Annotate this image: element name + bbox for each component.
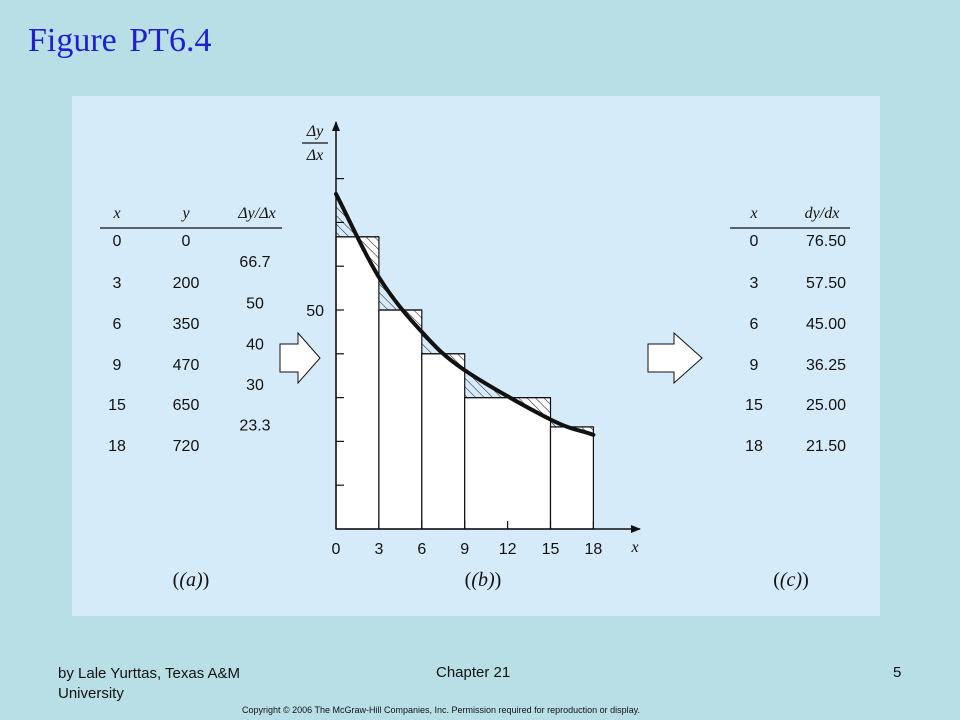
table-a-cell-y: 350 bbox=[173, 316, 200, 333]
x-tick-label: 3 bbox=[374, 541, 383, 558]
label-c: ((c)) bbox=[773, 569, 809, 591]
x-axis-label: x bbox=[630, 539, 638, 556]
y-tick-label: 50 bbox=[306, 303, 324, 320]
table-a-cell-y: 470 bbox=[173, 357, 200, 374]
table-a-cell-x: 6 bbox=[113, 316, 122, 333]
bar bbox=[464, 397, 552, 530]
table-c-cell-x: 6 bbox=[750, 316, 759, 333]
footer-page-number: 5 bbox=[893, 664, 902, 681]
plot-tick-labels: 0 3 6 9 12 15 18 50 bbox=[306, 303, 602, 558]
footer-copyright: Copyright © 2006 The McGraw-Hill Compani… bbox=[242, 705, 640, 715]
table-a-cell-x: 3 bbox=[113, 275, 122, 292]
table-c-cell-dydx: 25.00 bbox=[806, 397, 846, 414]
table-a-cell-x: 0 bbox=[113, 233, 122, 250]
table-c: x dy/dx 0 76.50 3 57.50 6 45.00 9 36.25 15 25.00 1… bbox=[730, 205, 850, 591]
table-a-header-diff: Δy/Δx bbox=[237, 205, 275, 222]
x-tick-label: 18 bbox=[585, 541, 603, 558]
table-c-cell-x: 9 bbox=[750, 357, 759, 374]
footer-author: by Lale Yurttas, Texas A&M University bbox=[58, 665, 241, 702]
table-a-header-y: y bbox=[180, 205, 190, 222]
table-a-cell-diff: 50 bbox=[246, 296, 264, 313]
table-a: x y Δy/Δx 0 0 3 200 6 350 9 470 15 650 18 720 66.7 50… bbox=[100, 205, 282, 591]
table-a-cell-x: 15 bbox=[108, 397, 126, 414]
table-a-cell-x: 9 bbox=[113, 357, 122, 374]
bar bbox=[378, 309, 423, 530]
table-c-header-dydx: dy/dx bbox=[805, 205, 840, 222]
table-a-cell-diff: 66.7 bbox=[239, 254, 270, 271]
table-c-cell-x: 18 bbox=[745, 438, 763, 455]
plot-ticks bbox=[336, 177, 595, 529]
table-a-header-x: x bbox=[112, 205, 120, 222]
slide-title: Figure PT6.4 bbox=[28, 22, 212, 59]
table-c-cell-dydx: 76.50 bbox=[806, 233, 846, 250]
table-c-cell-dydx: 21.50 bbox=[806, 438, 846, 455]
table-c-cell-x: 15 bbox=[745, 397, 763, 414]
table-a-cell-diff: 40 bbox=[246, 337, 264, 354]
x-tick-label: 0 bbox=[332, 541, 341, 558]
label-a: ((a)) bbox=[173, 569, 210, 591]
plot-b: 0 3 6 9 12 15 18 50 Δy Δx x ((b)) bbox=[302, 121, 641, 591]
table-a-cell-y: 720 bbox=[173, 438, 200, 455]
table-c-cell-dydx: 57.50 bbox=[806, 275, 846, 292]
x-tick-label: 6 bbox=[417, 541, 426, 558]
table-a-cell-y: 200 bbox=[173, 275, 200, 292]
y-axis-label-numerator: Δy bbox=[306, 123, 324, 140]
right-arrow-icon-right bbox=[647, 331, 703, 385]
bar bbox=[549, 426, 595, 530]
y-axis-label-denominator: Δx bbox=[306, 147, 324, 164]
table-a-cell-x: 18 bbox=[108, 438, 126, 455]
table-c-cell-dydx: 36.25 bbox=[806, 357, 846, 374]
derivative-curve bbox=[334, 191, 596, 437]
table-a-cell-y: 650 bbox=[173, 397, 200, 414]
x-tick-label: 12 bbox=[499, 541, 517, 558]
right-arrow-icon-left bbox=[279, 331, 321, 385]
table-a-cell-diff: 23.3 bbox=[239, 418, 270, 435]
table-c-cell-dydx: 45.00 bbox=[806, 316, 846, 333]
table-a-cell-y: 0 bbox=[182, 233, 191, 250]
footer-chapter: Chapter 21 bbox=[436, 664, 511, 681]
table-c-cell-x: 0 bbox=[750, 233, 759, 250]
x-tick-label: 15 bbox=[542, 541, 560, 558]
table-a-rows: 0 0 3 200 6 350 9 470 15 650 18 720 66.7 50 40 30 23.3 bbox=[108, 233, 271, 455]
table-a-cell-diff: 30 bbox=[246, 377, 264, 394]
figure-panel: x y Δy/Δx 0 0 3 200 6 350 9 470 15 650 18 720 66.7 50… bbox=[72, 96, 880, 616]
table-c-cell-x: 3 bbox=[750, 275, 759, 292]
label-b: ((b)) bbox=[465, 569, 502, 591]
x-tick-label: 9 bbox=[460, 541, 469, 558]
bar bbox=[421, 353, 466, 530]
table-c-header-x: x bbox=[749, 205, 757, 222]
table-c-rows: 0 76.50 3 57.50 6 45.00 9 36.25 15 25.00 18 21.50 bbox=[745, 233, 846, 455]
plot-bars bbox=[335, 193, 595, 530]
